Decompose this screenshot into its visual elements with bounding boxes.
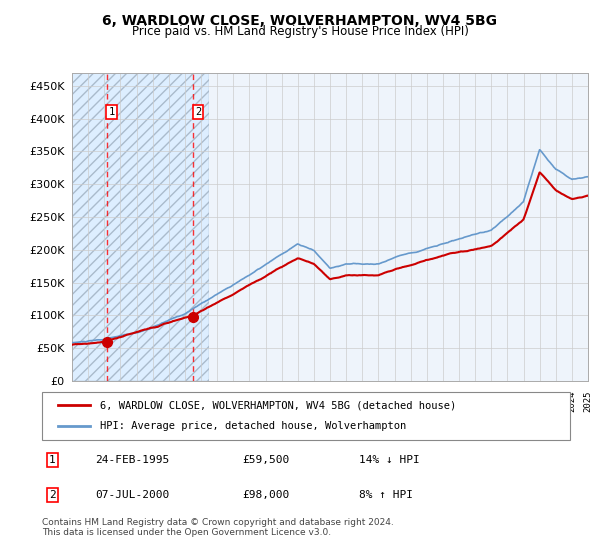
FancyBboxPatch shape (42, 392, 570, 440)
Text: £98,000: £98,000 (242, 490, 290, 500)
Bar (72, 73, 209, 381)
Text: Contains HM Land Registry data © Crown copyright and database right 2024.
This d: Contains HM Land Registry data © Crown c… (42, 518, 394, 538)
Text: 1: 1 (108, 107, 115, 117)
Text: Price paid vs. HM Land Registry's House Price Index (HPI): Price paid vs. HM Land Registry's House … (131, 25, 469, 38)
Text: 2: 2 (195, 107, 201, 117)
Text: 07-JUL-2000: 07-JUL-2000 (95, 490, 169, 500)
Text: HPI: Average price, detached house, Wolverhampton: HPI: Average price, detached house, Wolv… (100, 421, 406, 431)
Text: 14% ↓ HPI: 14% ↓ HPI (359, 455, 419, 465)
Bar (209, 73, 588, 381)
Text: 24-FEB-1995: 24-FEB-1995 (95, 455, 169, 465)
Text: 6, WARDLOW CLOSE, WOLVERHAMPTON, WV4 5BG (detached house): 6, WARDLOW CLOSE, WOLVERHAMPTON, WV4 5BG… (100, 400, 457, 410)
Text: £59,500: £59,500 (242, 455, 290, 465)
Text: 2: 2 (49, 490, 56, 500)
Text: 8% ↑ HPI: 8% ↑ HPI (359, 490, 413, 500)
Text: 1: 1 (49, 455, 56, 465)
Text: 6, WARDLOW CLOSE, WOLVERHAMPTON, WV4 5BG: 6, WARDLOW CLOSE, WOLVERHAMPTON, WV4 5BG (103, 14, 497, 28)
